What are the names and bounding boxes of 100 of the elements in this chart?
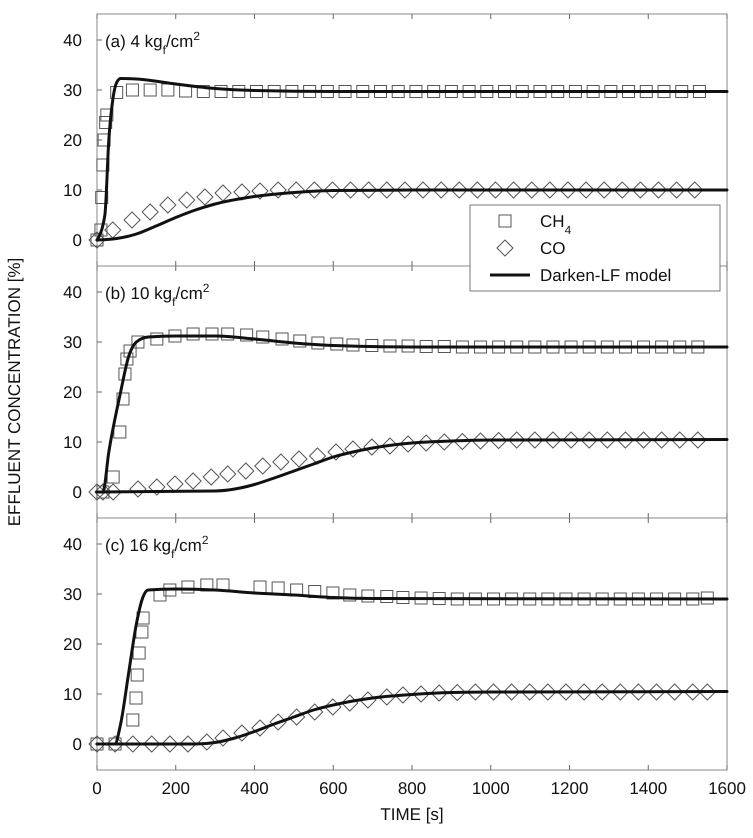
x-tick-label: 1000 xyxy=(472,779,510,798)
x-tick-label: 200 xyxy=(162,779,190,798)
point xyxy=(604,85,618,98)
point xyxy=(430,684,448,702)
point xyxy=(655,340,668,354)
point xyxy=(450,182,468,198)
point xyxy=(487,592,500,606)
x-tick-label: 400 xyxy=(240,779,269,798)
point xyxy=(374,85,387,98)
point xyxy=(686,182,704,198)
y-tick-label: 30 xyxy=(63,81,82,100)
point xyxy=(396,182,414,198)
point xyxy=(270,182,287,198)
point xyxy=(343,588,356,602)
x-tick-label: 0 xyxy=(92,779,102,798)
point xyxy=(124,212,141,228)
point xyxy=(686,592,700,606)
point xyxy=(539,684,556,700)
y-tick-label: 20 xyxy=(63,131,82,150)
point xyxy=(400,436,417,452)
point xyxy=(630,684,647,700)
point xyxy=(99,116,112,129)
point xyxy=(344,440,362,458)
point xyxy=(116,392,130,406)
x-axis-title: TIME [s] xyxy=(380,805,444,824)
y-tick-label: 10 xyxy=(63,433,82,452)
point xyxy=(510,340,524,354)
point xyxy=(485,684,502,700)
point xyxy=(516,85,529,98)
point xyxy=(365,339,378,352)
point xyxy=(96,158,110,172)
point xyxy=(214,85,228,98)
point xyxy=(551,85,564,98)
point xyxy=(671,432,688,448)
point xyxy=(202,468,220,486)
y-tick-label: 10 xyxy=(63,181,82,200)
point xyxy=(568,85,582,98)
point xyxy=(582,340,596,354)
point xyxy=(521,684,538,700)
point xyxy=(658,85,670,98)
point xyxy=(596,592,609,606)
point xyxy=(341,694,358,712)
point xyxy=(288,182,305,198)
point xyxy=(143,736,160,752)
point xyxy=(632,182,649,198)
point xyxy=(580,432,598,448)
point xyxy=(113,426,126,438)
annotation: (c) 16 kg$_{f}$/cm$^{2}$ xyxy=(105,533,209,561)
point xyxy=(285,85,298,98)
point xyxy=(409,85,422,98)
point xyxy=(698,684,716,700)
point xyxy=(684,684,702,700)
point xyxy=(163,584,176,596)
point xyxy=(237,462,254,480)
point xyxy=(324,698,342,716)
point xyxy=(523,592,536,606)
y-tick-label: 0 xyxy=(72,483,82,502)
point xyxy=(186,328,200,340)
point xyxy=(614,182,631,198)
point xyxy=(159,196,176,214)
annotation: (a) 4 kg$_{f}$/cm$^{2}$ xyxy=(105,29,200,57)
point xyxy=(328,444,345,460)
x-tick-label: 1400 xyxy=(629,779,668,798)
point xyxy=(94,224,108,236)
point xyxy=(120,352,134,366)
point xyxy=(196,85,210,98)
point xyxy=(161,736,178,752)
point xyxy=(330,338,344,350)
point xyxy=(272,454,290,470)
point xyxy=(346,338,360,352)
y-tick-label: 30 xyxy=(63,585,82,604)
legend-label: CH$_{4}$ xyxy=(540,212,572,237)
point xyxy=(612,684,629,700)
point xyxy=(450,592,464,606)
point xyxy=(526,432,544,448)
point xyxy=(637,340,650,354)
point xyxy=(648,684,666,700)
point xyxy=(290,450,308,468)
point xyxy=(668,592,682,606)
point xyxy=(541,592,554,606)
point xyxy=(181,580,194,594)
point xyxy=(309,448,326,464)
point xyxy=(268,85,281,98)
point xyxy=(214,730,232,746)
point xyxy=(131,336,144,348)
point xyxy=(118,368,132,380)
point xyxy=(486,182,504,198)
point xyxy=(200,578,214,592)
point xyxy=(394,686,412,704)
point xyxy=(498,85,512,98)
point xyxy=(564,340,578,354)
point xyxy=(691,340,704,354)
point xyxy=(360,182,378,198)
point xyxy=(148,478,166,496)
point xyxy=(293,334,306,348)
point xyxy=(402,340,415,352)
point xyxy=(95,191,108,204)
point xyxy=(378,182,396,198)
point xyxy=(306,182,323,198)
point xyxy=(144,84,157,96)
